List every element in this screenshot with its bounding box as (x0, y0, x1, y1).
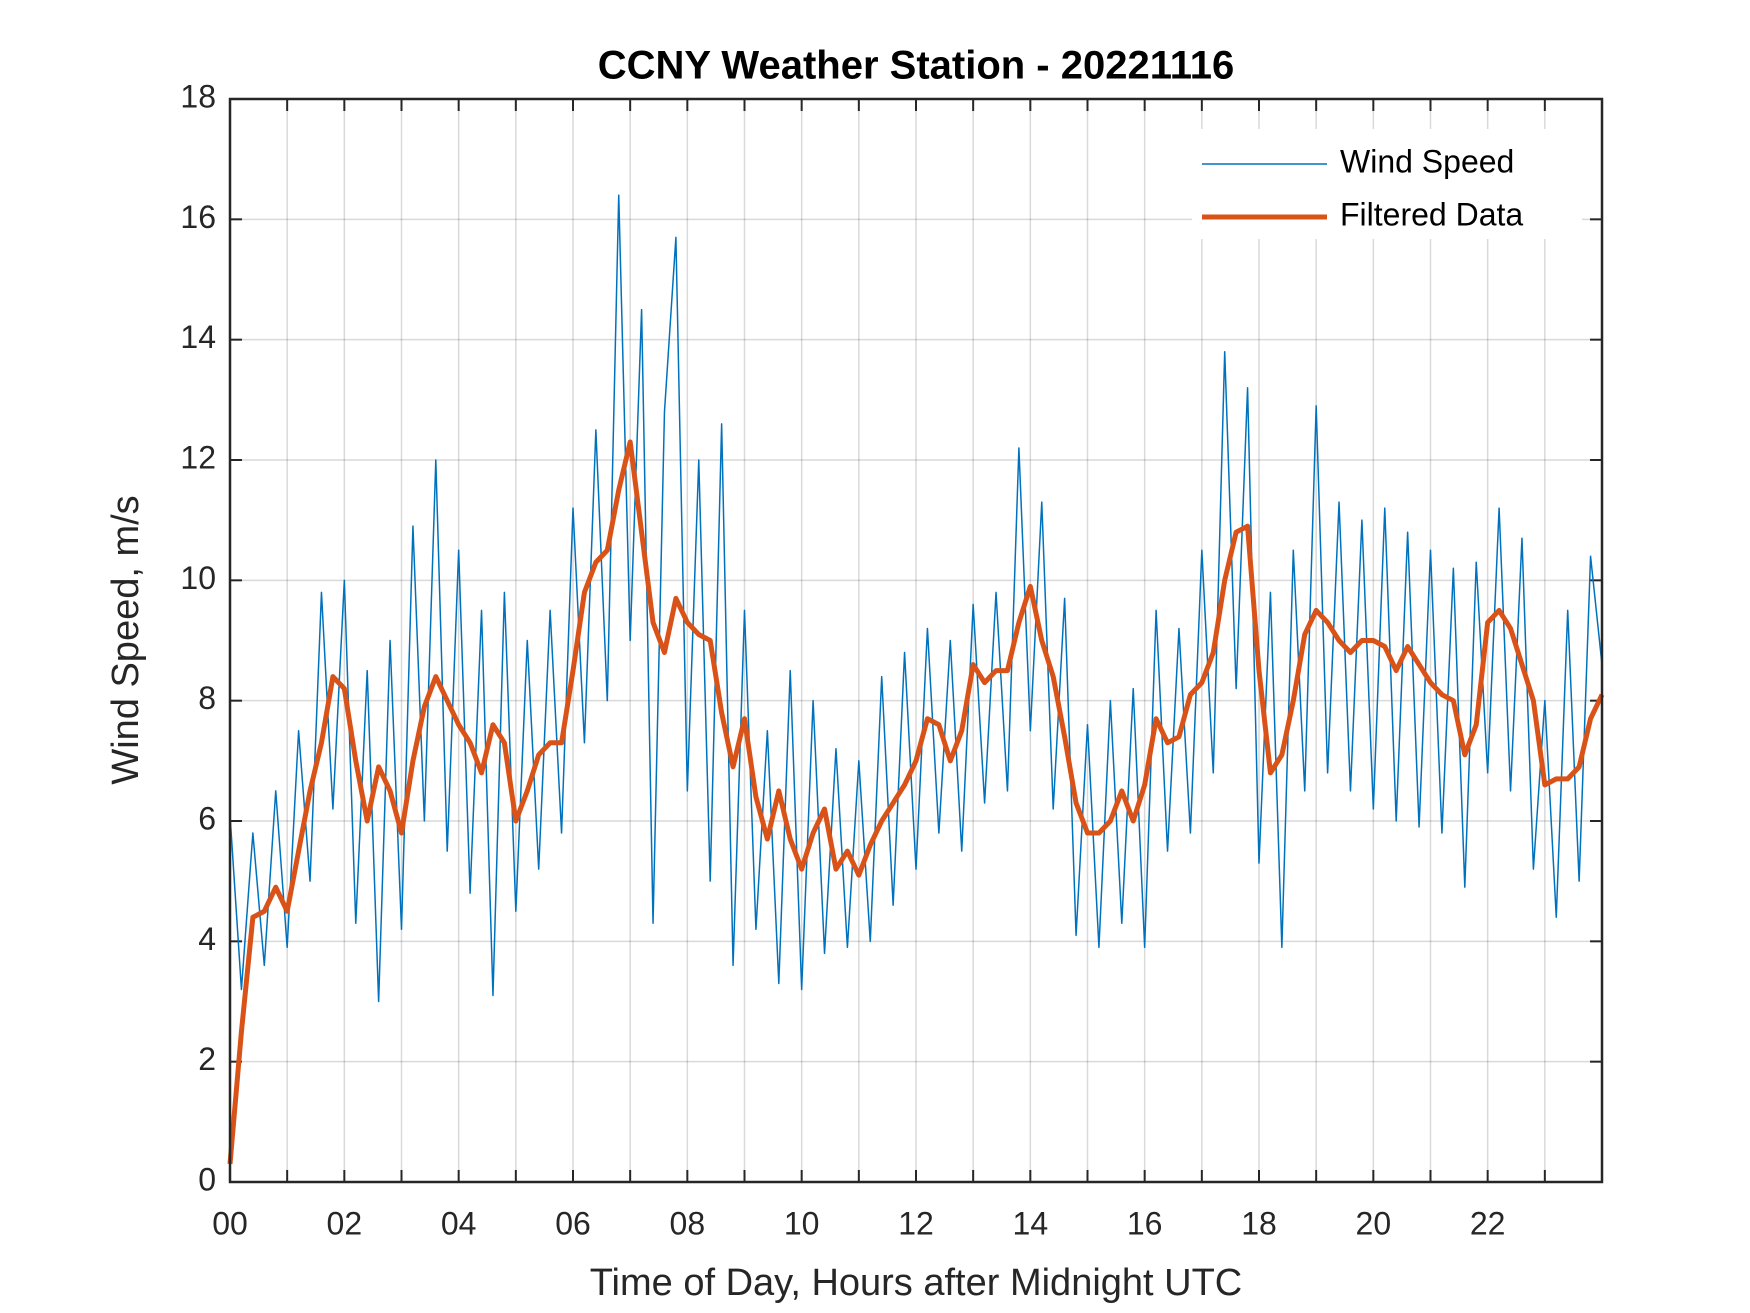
y-tick-label: 16 (180, 199, 216, 235)
x-tick-label: 14 (1013, 1205, 1049, 1241)
data-line (227, 439, 1605, 1165)
legend-label: Filtered Data (1340, 196, 1523, 232)
y-tick-label: 10 (180, 560, 216, 596)
x-tick-label: 20 (1356, 1205, 1392, 1241)
x-tick-label: 08 (670, 1205, 706, 1241)
data-line (229, 194, 1603, 1003)
x-tick-label: 06 (555, 1205, 591, 1241)
y-axis-label: Wind Speed, m/s (105, 495, 147, 784)
x-tick-label: 12 (898, 1205, 934, 1241)
x-tick-label: 10 (784, 1205, 820, 1241)
x-tick-label: 22 (1470, 1205, 1506, 1241)
y-tick-label: 4 (198, 921, 216, 957)
x-axis-label: Time of Day, Hours after Midnight UTC (590, 1262, 1243, 1304)
chart-title: CCNY Weather Station - 20221116 (598, 44, 1235, 88)
legend: Wind Speed Filtered Data (1192, 129, 1582, 239)
y-tick-label: 12 (180, 439, 216, 475)
plot-frame (228, 97, 1604, 1184)
x-tick-label: 18 (1241, 1205, 1277, 1241)
y-tick-label: 18 (180, 78, 216, 114)
y-tick-label: 6 (198, 800, 216, 836)
y-tick-label: 2 (198, 1041, 216, 1077)
x-tick-label: 04 (441, 1205, 477, 1241)
x-tick-label: 02 (327, 1205, 363, 1241)
y-tick-label: 14 (180, 319, 216, 355)
legend-label: Wind Speed (1340, 143, 1514, 179)
y-tick-label: 8 (198, 680, 216, 716)
x-tick-label: 16 (1127, 1205, 1163, 1241)
x-tick-label: 00 (212, 1205, 248, 1241)
legend-box (1192, 129, 1582, 239)
y-tick-label: 0 (198, 1161, 216, 1197)
